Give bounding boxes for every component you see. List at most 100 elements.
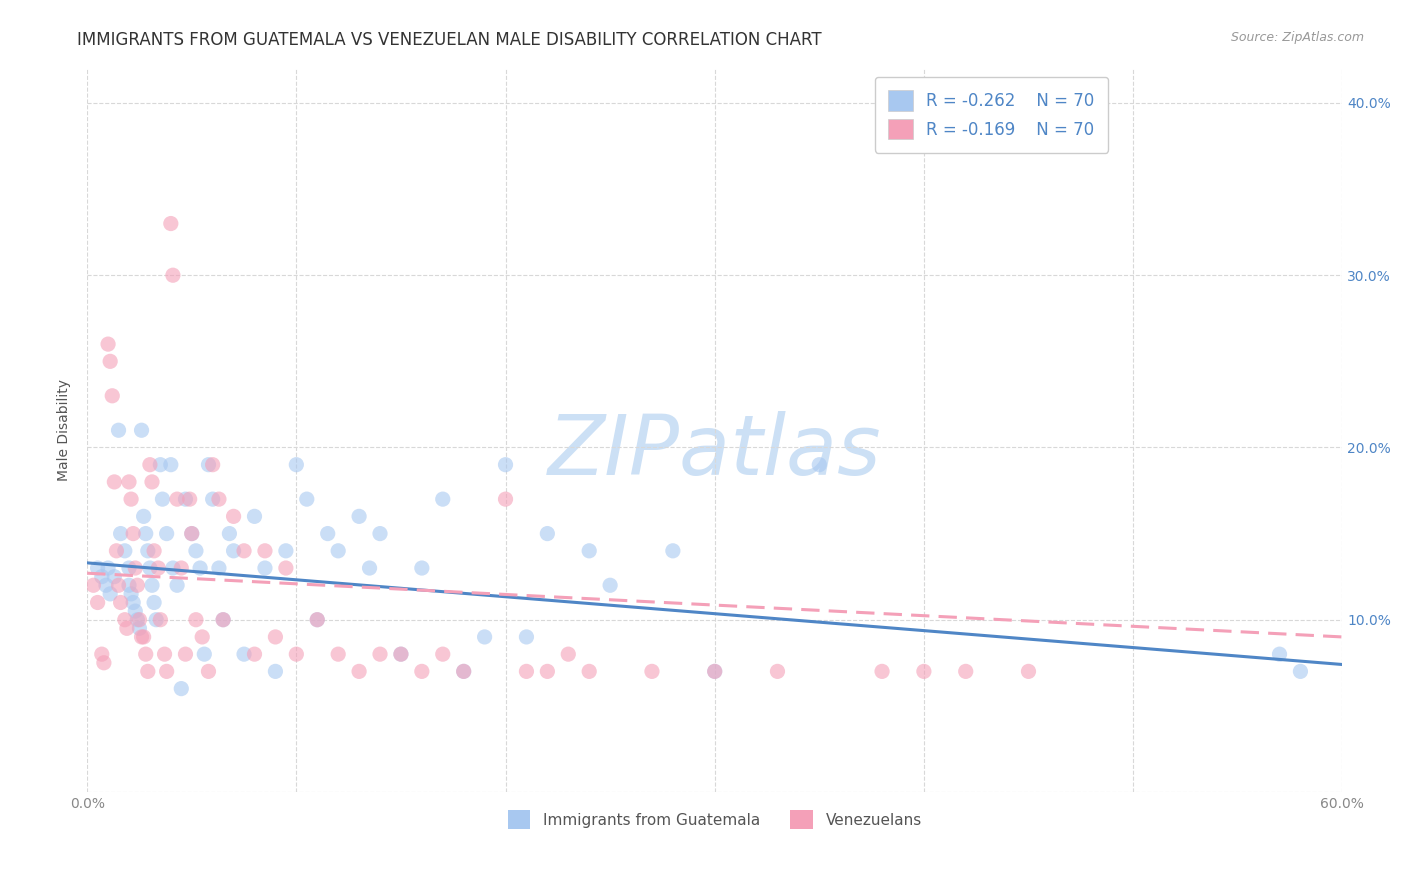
Point bbox=[159, 217, 181, 231]
Point bbox=[118, 578, 141, 592]
Point bbox=[180, 526, 202, 541]
Point bbox=[132, 630, 155, 644]
Point bbox=[703, 665, 725, 679]
Point bbox=[93, 656, 115, 670]
Point bbox=[118, 561, 141, 575]
Point bbox=[141, 475, 163, 489]
Point bbox=[285, 647, 308, 661]
Point bbox=[307, 613, 329, 627]
Point bbox=[285, 458, 308, 472]
Point bbox=[274, 561, 297, 575]
Point bbox=[166, 578, 188, 592]
Point bbox=[264, 665, 287, 679]
Point bbox=[191, 630, 214, 644]
Point bbox=[212, 613, 235, 627]
Point bbox=[359, 561, 381, 575]
Point bbox=[110, 526, 132, 541]
Point bbox=[233, 647, 256, 661]
Point bbox=[98, 354, 121, 368]
Point bbox=[98, 587, 121, 601]
Point bbox=[135, 647, 157, 661]
Point bbox=[143, 544, 166, 558]
Point bbox=[197, 665, 219, 679]
Point bbox=[124, 604, 146, 618]
Point bbox=[149, 613, 172, 627]
Point bbox=[295, 492, 318, 507]
Point bbox=[170, 561, 193, 575]
Point bbox=[703, 665, 725, 679]
Point bbox=[557, 647, 579, 661]
Point bbox=[86, 595, 108, 609]
Point bbox=[411, 561, 433, 575]
Point bbox=[208, 492, 231, 507]
Y-axis label: Male Disability: Male Disability bbox=[58, 379, 72, 482]
Text: Source: ZipAtlas.com: Source: ZipAtlas.com bbox=[1230, 31, 1364, 45]
Point bbox=[222, 544, 245, 558]
Point bbox=[174, 492, 197, 507]
Point bbox=[97, 337, 120, 351]
Point bbox=[536, 665, 558, 679]
Point bbox=[114, 544, 136, 558]
Point bbox=[316, 526, 339, 541]
Point bbox=[120, 492, 142, 507]
Point bbox=[145, 613, 167, 627]
Point bbox=[132, 509, 155, 524]
Point bbox=[124, 561, 146, 575]
Point bbox=[131, 423, 153, 437]
Point bbox=[127, 613, 149, 627]
Point bbox=[218, 526, 240, 541]
Point bbox=[328, 544, 350, 558]
Point bbox=[166, 492, 188, 507]
Point bbox=[120, 587, 142, 601]
Point bbox=[432, 492, 454, 507]
Point bbox=[495, 492, 517, 507]
Point bbox=[128, 613, 150, 627]
Point bbox=[156, 526, 179, 541]
Point bbox=[662, 544, 685, 558]
Point bbox=[110, 595, 132, 609]
Point bbox=[212, 613, 235, 627]
Point bbox=[347, 665, 370, 679]
Point bbox=[122, 595, 145, 609]
Point bbox=[389, 647, 412, 661]
Point bbox=[432, 647, 454, 661]
Point bbox=[122, 526, 145, 541]
Point bbox=[139, 458, 162, 472]
Point bbox=[453, 665, 475, 679]
Point bbox=[174, 647, 197, 661]
Point bbox=[411, 665, 433, 679]
Point bbox=[114, 613, 136, 627]
Point bbox=[136, 665, 159, 679]
Point bbox=[159, 458, 181, 472]
Point bbox=[578, 544, 600, 558]
Point bbox=[103, 475, 125, 489]
Point bbox=[153, 647, 176, 661]
Point bbox=[912, 665, 935, 679]
Point bbox=[90, 647, 112, 661]
Point bbox=[180, 526, 202, 541]
Point bbox=[118, 475, 141, 489]
Point bbox=[870, 665, 893, 679]
Point bbox=[107, 423, 129, 437]
Point bbox=[766, 665, 789, 679]
Point bbox=[162, 268, 184, 283]
Point bbox=[136, 544, 159, 558]
Point bbox=[201, 492, 224, 507]
Point bbox=[162, 561, 184, 575]
Point bbox=[103, 569, 125, 583]
Point bbox=[184, 613, 207, 627]
Point bbox=[149, 458, 172, 472]
Point bbox=[368, 647, 391, 661]
Text: IMMIGRANTS FROM GUATEMALA VS VENEZUELAN MALE DISABILITY CORRELATION CHART: IMMIGRANTS FROM GUATEMALA VS VENEZUELAN … bbox=[77, 31, 823, 49]
Point bbox=[128, 621, 150, 635]
Point bbox=[253, 544, 276, 558]
Point bbox=[955, 665, 977, 679]
Point bbox=[1289, 665, 1312, 679]
Point bbox=[184, 544, 207, 558]
Point bbox=[389, 647, 412, 661]
Point bbox=[274, 544, 297, 558]
Point bbox=[243, 509, 266, 524]
Point bbox=[139, 561, 162, 575]
Point bbox=[141, 578, 163, 592]
Point bbox=[90, 569, 112, 583]
